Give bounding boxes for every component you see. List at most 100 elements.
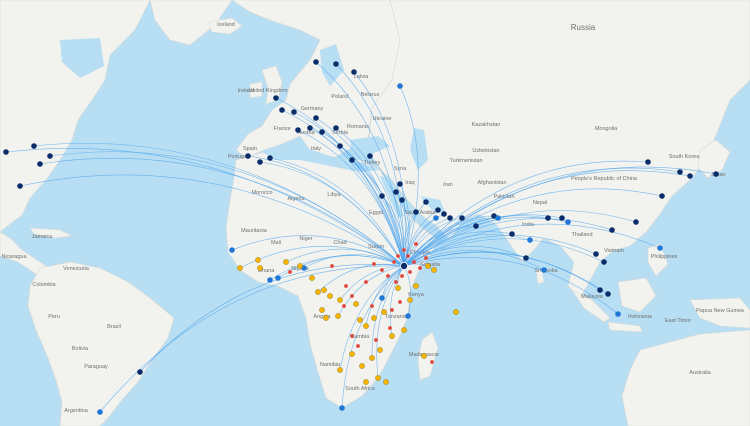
destination-marker[interactable] bbox=[297, 263, 303, 269]
destination-marker[interactable] bbox=[333, 61, 339, 67]
destination-marker[interactable] bbox=[418, 266, 422, 270]
destination-marker[interactable] bbox=[545, 215, 551, 221]
destination-marker[interactable] bbox=[386, 274, 390, 278]
destination-marker[interactable] bbox=[412, 260, 416, 264]
destination-marker[interactable] bbox=[453, 309, 459, 315]
destination-marker[interactable] bbox=[363, 379, 369, 385]
destination-marker[interactable] bbox=[406, 254, 410, 258]
destination-marker[interactable] bbox=[267, 155, 273, 161]
destination-marker[interactable] bbox=[229, 247, 235, 253]
destination-marker[interactable] bbox=[408, 270, 412, 274]
destination-marker[interactable] bbox=[363, 323, 369, 329]
destination-marker[interactable] bbox=[397, 181, 403, 187]
destination-marker[interactable] bbox=[687, 173, 693, 179]
destination-marker[interactable] bbox=[337, 143, 343, 149]
destination-marker[interactable] bbox=[313, 115, 319, 121]
destination-marker[interactable] bbox=[377, 347, 383, 353]
destination-marker[interactable] bbox=[473, 223, 479, 229]
destination-marker[interactable] bbox=[375, 375, 381, 381]
destination-marker[interactable] bbox=[393, 189, 399, 195]
destination-marker[interactable] bbox=[495, 215, 501, 221]
destination-marker[interactable] bbox=[31, 143, 37, 149]
destination-marker[interactable] bbox=[350, 334, 354, 338]
destination-marker[interactable] bbox=[344, 284, 348, 288]
destination-marker[interactable] bbox=[279, 107, 285, 113]
destination-marker[interactable] bbox=[523, 255, 529, 261]
destination-marker[interactable] bbox=[47, 153, 53, 159]
destination-marker[interactable] bbox=[353, 301, 359, 307]
destination-marker[interactable] bbox=[401, 327, 407, 333]
destination-marker[interactable] bbox=[337, 367, 343, 373]
destination-marker[interactable] bbox=[441, 211, 447, 217]
destination-marker[interactable] bbox=[430, 360, 434, 364]
destination-marker[interactable] bbox=[509, 231, 515, 237]
destination-marker[interactable] bbox=[3, 149, 9, 155]
destination-marker[interactable] bbox=[357, 317, 363, 323]
destination-marker[interactable] bbox=[435, 207, 441, 213]
destination-marker[interactable] bbox=[283, 259, 289, 265]
destination-marker[interactable] bbox=[237, 265, 243, 271]
destination-marker[interactable] bbox=[414, 242, 418, 246]
destination-marker[interactable] bbox=[291, 109, 297, 115]
destination-marker[interactable] bbox=[319, 307, 325, 313]
destination-marker[interactable] bbox=[295, 127, 301, 133]
destination-marker[interactable] bbox=[593, 251, 599, 257]
destination-marker[interactable] bbox=[257, 265, 263, 271]
destination-marker[interactable] bbox=[369, 355, 375, 361]
destination-marker[interactable] bbox=[389, 333, 395, 339]
destination-marker[interactable] bbox=[372, 262, 376, 266]
destination-marker[interactable] bbox=[342, 304, 346, 308]
destination-marker[interactable] bbox=[447, 215, 453, 221]
destination-marker[interactable] bbox=[381, 309, 387, 315]
destination-marker[interactable] bbox=[605, 291, 611, 297]
destination-marker[interactable] bbox=[633, 219, 639, 225]
destination-marker[interactable] bbox=[677, 169, 683, 175]
destination-marker[interactable] bbox=[413, 283, 419, 289]
destination-marker[interactable] bbox=[364, 280, 368, 284]
destination-marker[interactable] bbox=[339, 405, 345, 411]
destination-marker[interactable] bbox=[323, 315, 329, 321]
destination-marker[interactable] bbox=[527, 237, 533, 243]
destination-marker[interactable] bbox=[17, 183, 23, 189]
destination-marker[interactable] bbox=[97, 409, 103, 415]
destination-marker[interactable] bbox=[395, 285, 401, 291]
destination-marker[interactable] bbox=[379, 193, 385, 199]
destination-marker[interactable] bbox=[565, 219, 571, 225]
destination-marker[interactable] bbox=[350, 294, 354, 298]
destination-marker[interactable] bbox=[601, 259, 607, 265]
destination-marker[interactable] bbox=[394, 280, 398, 284]
destination-marker[interactable] bbox=[399, 197, 405, 203]
destination-markers[interactable] bbox=[3, 59, 719, 415]
destination-marker[interactable] bbox=[309, 275, 315, 281]
destination-marker[interactable] bbox=[137, 369, 143, 375]
destination-marker[interactable] bbox=[400, 274, 404, 278]
destination-marker[interactable] bbox=[657, 245, 663, 251]
destination-marker[interactable] bbox=[402, 248, 406, 252]
destination-marker[interactable] bbox=[396, 254, 400, 258]
destination-marker[interactable] bbox=[374, 338, 378, 342]
destination-marker[interactable] bbox=[349, 157, 355, 163]
destination-marker[interactable] bbox=[388, 326, 392, 330]
destination-marker[interactable] bbox=[421, 353, 427, 359]
destination-marker[interactable] bbox=[425, 263, 431, 269]
destination-marker[interactable] bbox=[359, 363, 365, 369]
destination-marker[interactable] bbox=[267, 277, 273, 283]
destination-marker[interactable] bbox=[423, 199, 429, 205]
destination-marker[interactable] bbox=[356, 344, 360, 348]
destination-marker[interactable] bbox=[390, 308, 394, 312]
destination-marker[interactable] bbox=[273, 95, 279, 101]
destination-marker[interactable] bbox=[367, 153, 373, 159]
destination-marker[interactable] bbox=[645, 159, 651, 165]
destination-marker[interactable] bbox=[351, 69, 357, 75]
destination-marker[interactable] bbox=[609, 227, 615, 233]
destination-marker[interactable] bbox=[333, 125, 339, 131]
destination-marker[interactable] bbox=[431, 267, 437, 273]
destination-marker[interactable] bbox=[257, 159, 263, 165]
destination-marker[interactable] bbox=[337, 297, 343, 303]
destination-marker[interactable] bbox=[307, 125, 313, 131]
destination-marker[interactable] bbox=[407, 297, 413, 303]
destination-marker[interactable] bbox=[615, 311, 621, 317]
destination-marker[interactable] bbox=[245, 153, 251, 159]
destination-marker[interactable] bbox=[275, 275, 281, 281]
